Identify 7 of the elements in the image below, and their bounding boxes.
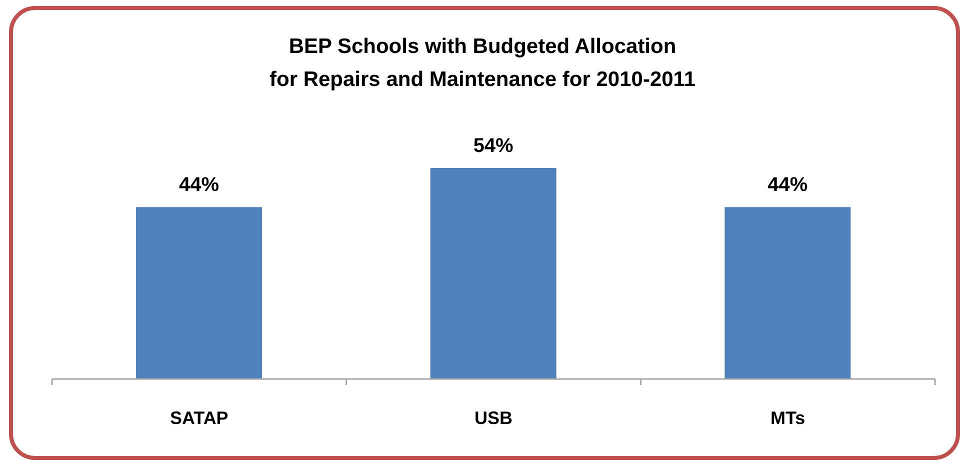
data-label: 44% bbox=[178, 174, 220, 196]
x-tick-label: SATAP bbox=[170, 408, 228, 428]
chart-title: BEP Schools with Budgeted Allocation for Repairs and Maintenance for 2010-2011 bbox=[268, 34, 696, 93]
x-tick-label: USB bbox=[474, 408, 513, 428]
data-label: 54% bbox=[473, 135, 514, 157]
data-label: 44% bbox=[768, 174, 808, 196]
x-tick-label: MTs bbox=[770, 408, 806, 428]
